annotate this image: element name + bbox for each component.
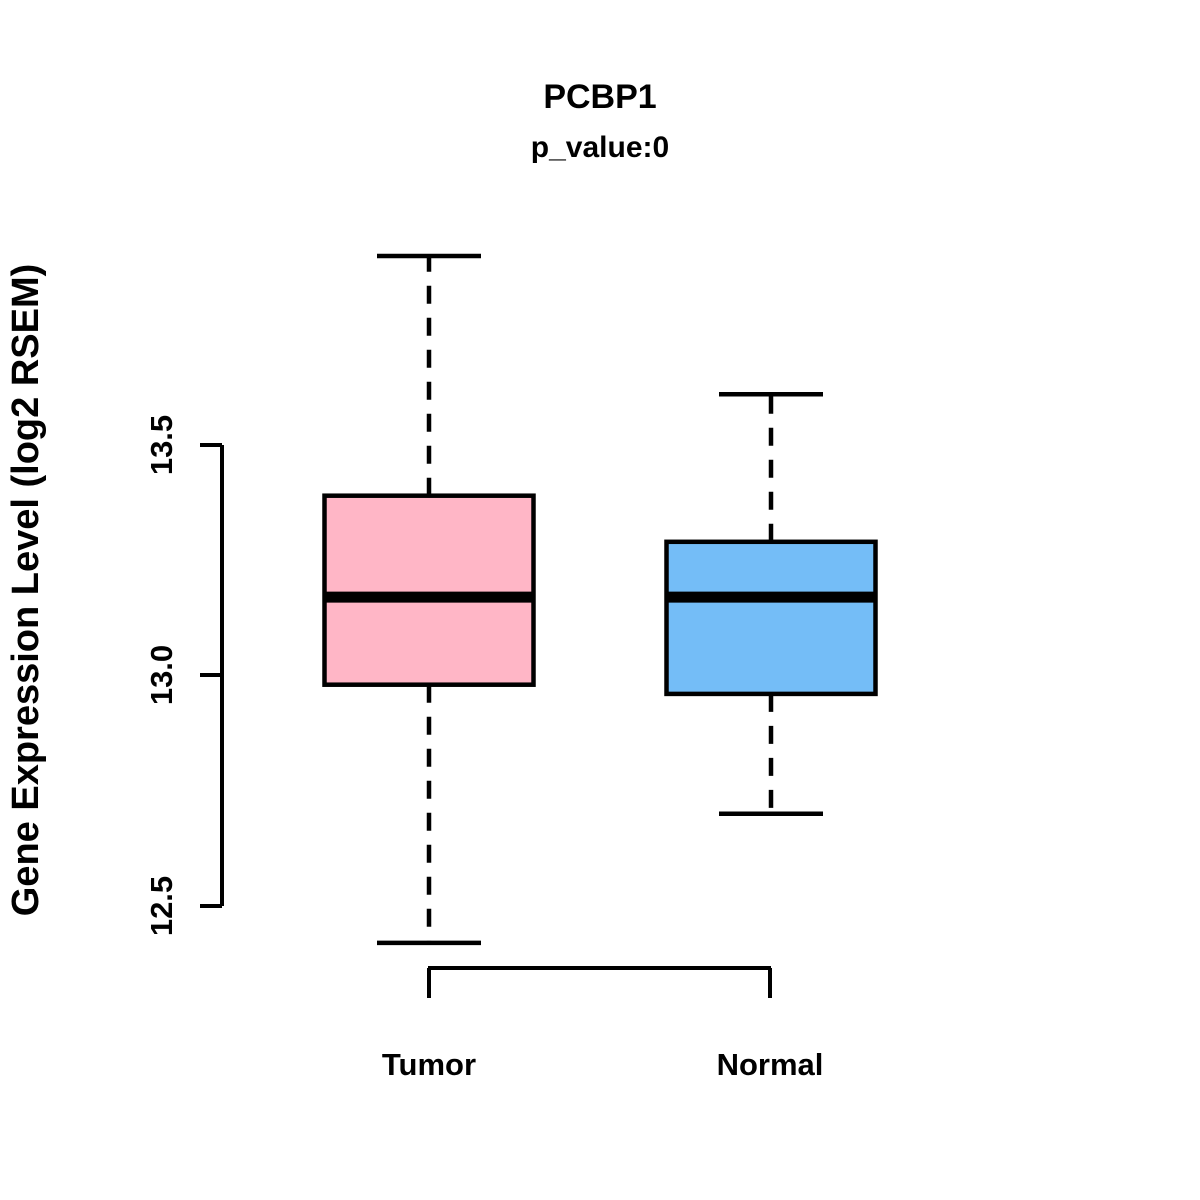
box-group-tumor — [322, 253, 536, 946]
box-normal — [664, 539, 878, 697]
y-tick-label-13-0: 13.0 — [144, 645, 179, 705]
plot-subtitle: p_value:0 — [531, 131, 669, 164]
page-title: PCBP1 — [543, 78, 656, 116]
x-tick-label-tumor: Tumor — [382, 1047, 476, 1082]
y-axis-title: Gene Expression Level (log2 RSEM) — [5, 264, 47, 917]
y-tick-label-12-5: 12.5 — [144, 876, 179, 936]
x-tick-label-normal: Normal — [717, 1047, 824, 1082]
y-axis: 13.5 13.0 12.5 — [144, 415, 224, 936]
x-axis: Tumor Normal — [382, 966, 824, 1082]
box-group-normal — [664, 392, 878, 817]
box-tumor — [322, 493, 536, 687]
y-tick-label-13-5: 13.5 — [144, 415, 179, 475]
